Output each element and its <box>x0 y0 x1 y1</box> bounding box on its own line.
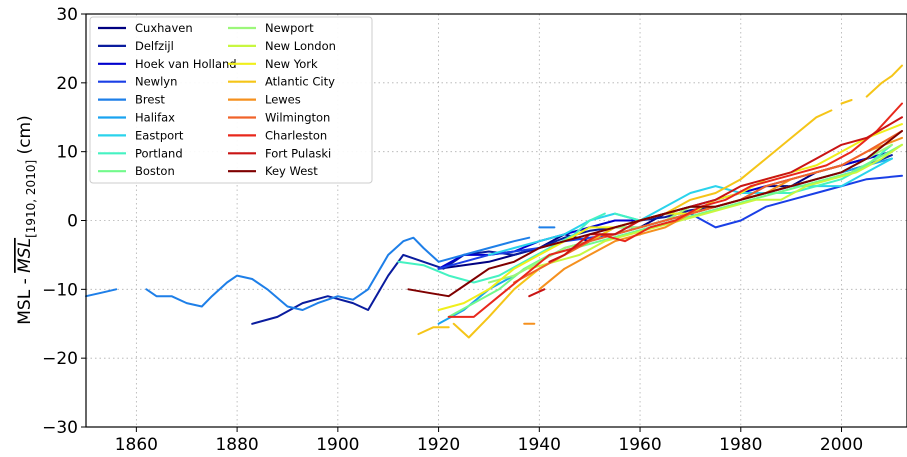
legend-item-cuxhaven: Cuxhaven <box>98 21 193 35</box>
x-tick-label: 1980 <box>719 435 762 455</box>
y-axis-label-subscript: [1910, 2010] <box>24 160 38 238</box>
series-line-key-west-0 <box>407 130 903 298</box>
legend: Cuxhaven Delfzijl Hoek van Holland Newlyn Br… <box>89 16 373 184</box>
legend-item-key-west: Key West <box>228 164 318 178</box>
legend-label: New London <box>265 39 336 53</box>
y-axis: −30 −20 −10 0 10 20 30 <box>42 5 86 438</box>
x-tick-label: 1940 <box>518 435 561 455</box>
series-line-wilmington-0 <box>513 130 903 284</box>
y-axis-label-suffix: (cm) <box>15 115 35 160</box>
legend-item-lewes: Lewes <box>228 93 301 107</box>
series-atlantic-city <box>417 64 903 339</box>
legend-item-wilmington: Wilmington <box>228 111 330 125</box>
legend-item-atlantic-city: Atlantic City <box>228 75 335 89</box>
legend-label: Eastport <box>135 128 184 142</box>
x-tick-label: 1860 <box>115 435 158 455</box>
y-axis-label-prefix: MSL - <box>15 273 35 325</box>
legend-item-charleston: Charleston <box>228 128 327 142</box>
legend-label: Fort Pulaski <box>265 146 331 160</box>
legend-label: Lewes <box>265 93 301 107</box>
y-axis-label: MSL - MSL[1910, 2010] (cm) <box>15 115 38 324</box>
series-brest <box>85 226 556 311</box>
legend-label: Newport <box>265 21 314 35</box>
series-line-charleston-0 <box>447 102 903 318</box>
legend-item-eastport: Eastport <box>98 128 184 142</box>
series-line-atlantic-city-1 <box>452 109 833 339</box>
legend-item-hoek-van-holland: Hoek van Holland <box>98 57 237 71</box>
legend-label: Key West <box>265 164 318 178</box>
series-line-eastport-0 <box>487 157 893 256</box>
series-line-brest-1 <box>145 236 531 311</box>
series-layer <box>85 64 903 339</box>
x-tick-label: 2000 <box>820 435 863 455</box>
x-tick-label: 1900 <box>316 435 359 455</box>
legend-item-new-london: New London <box>228 39 336 53</box>
series-line-atlantic-city-3 <box>865 64 903 98</box>
legend-label: Brest <box>135 93 165 107</box>
legend-item-new-york: New York <box>228 57 318 71</box>
series-key-west <box>407 130 903 298</box>
series-line-portland-0 <box>397 212 606 284</box>
series-eastport <box>487 157 893 256</box>
series-line-new-london-0 <box>528 143 903 270</box>
y-tick-label: −10 <box>42 280 78 300</box>
series-wilmington <box>513 130 903 284</box>
y-tick-label: 20 <box>56 74 78 94</box>
series-line-atlantic-city-0 <box>417 326 450 336</box>
legend-label: New York <box>265 57 318 71</box>
series-line-fort-pulaski-0 <box>528 288 546 298</box>
legend-item-halifax: Halifax <box>98 111 175 125</box>
legend-item-fort-pulaski: Fort Pulaski <box>228 146 331 160</box>
y-tick-label: 30 <box>56 5 78 25</box>
y-tick-label: −30 <box>42 418 78 438</box>
legend-label: Newlyn <box>135 75 177 89</box>
legend-item-delfzijl: Delfzijl <box>98 39 174 53</box>
y-tick-label: −20 <box>42 349 78 369</box>
legend-label: Atlantic City <box>265 75 335 89</box>
x-tick-label: 1960 <box>618 435 661 455</box>
legend-label: Delfzijl <box>135 39 174 53</box>
series-new-london <box>528 143 903 270</box>
legend-label: Charleston <box>265 128 327 142</box>
series-line-lewes-1 <box>538 136 903 291</box>
legend-item-boston: Boston <box>98 164 175 178</box>
legend-item-brest: Brest <box>98 93 165 107</box>
series-line-boston-0 <box>447 143 903 318</box>
series-line-brest-0 <box>85 288 118 298</box>
series-line-atlantic-city-2 <box>840 99 853 105</box>
legend-item-newlyn: Newlyn <box>98 75 177 89</box>
series-boston <box>447 143 903 318</box>
y-tick-label: 0 <box>67 212 78 232</box>
x-tick-label: 1920 <box>417 435 460 455</box>
legend-item-portland: Portland <box>98 146 183 160</box>
series-line-fort-pulaski-1 <box>548 116 903 263</box>
x-axis: 1860 1880 1900 1920 1940 1960 1980 2000 <box>115 427 863 455</box>
legend-label: Cuxhaven <box>135 21 193 35</box>
x-tick-label: 1880 <box>215 435 258 455</box>
legend-label: Hoek van Holland <box>135 57 237 71</box>
legend-item-newport: Newport <box>228 21 314 35</box>
series-fort-pulaski <box>528 116 903 298</box>
y-axis-label-overlined: MSL <box>15 238 35 273</box>
legend-label: Portland <box>135 146 183 160</box>
legend-label: Boston <box>135 164 175 178</box>
series-charleston <box>447 102 903 318</box>
y-tick-label: 10 <box>56 143 78 163</box>
legend-label: Wilmington <box>265 111 330 125</box>
legend-label: Halifax <box>135 111 175 125</box>
